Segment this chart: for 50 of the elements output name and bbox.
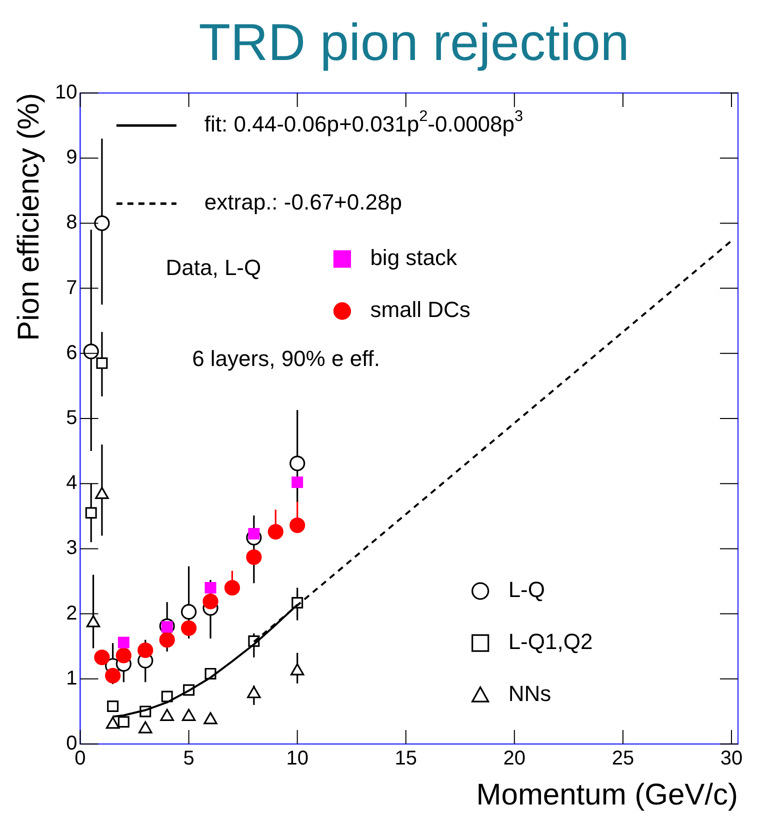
legend-label: extrap.: -0.67+0.28p xyxy=(204,190,402,215)
point xyxy=(105,668,121,684)
point xyxy=(118,636,130,648)
point xyxy=(159,632,175,648)
x-tick-label: 5 xyxy=(183,748,194,770)
point xyxy=(290,517,306,534)
legend-label: big stack xyxy=(370,245,458,270)
point xyxy=(116,648,132,664)
point xyxy=(180,620,197,636)
y-tick-label: 3 xyxy=(66,537,78,560)
chart-title: TRD pion rejection xyxy=(198,13,630,74)
y-axis-title: Pion efficiency (%) xyxy=(12,93,46,341)
y-tick-label: 2 xyxy=(66,602,78,624)
y-tick-label: 8 xyxy=(66,212,78,234)
y-tick-label: 9 xyxy=(66,146,78,169)
legend-label: small DCs xyxy=(370,297,470,322)
point xyxy=(94,215,110,231)
point xyxy=(292,476,304,488)
y-tick-label: 1 xyxy=(66,667,78,690)
y-tick-label: 6 xyxy=(66,342,78,364)
y-tick-label: 5 xyxy=(66,407,78,430)
point xyxy=(204,582,216,594)
point xyxy=(85,507,97,519)
point xyxy=(118,716,130,728)
x-axis-title: Momentum (GeV/c) xyxy=(476,778,738,812)
point xyxy=(96,357,108,369)
point xyxy=(138,642,154,658)
x-tick-label: 15 xyxy=(394,748,417,770)
y-tick-label: 10 xyxy=(54,82,78,104)
point xyxy=(107,700,119,712)
point xyxy=(94,650,110,666)
annotation: Data, L-Q xyxy=(166,254,262,280)
legend-label: NNs xyxy=(508,681,552,706)
point xyxy=(224,580,240,596)
point xyxy=(268,524,284,540)
point xyxy=(290,456,306,472)
point xyxy=(161,690,173,702)
legend-label: L-Q1,Q2 xyxy=(508,629,593,654)
x-tick-label: 30 xyxy=(720,748,743,770)
x-tick-label: 20 xyxy=(503,748,526,770)
point xyxy=(246,549,262,565)
point xyxy=(83,344,99,360)
y-tick-label: 7 xyxy=(66,276,78,299)
x-tick-label: 25 xyxy=(612,748,634,770)
legend-label: L-Q xyxy=(508,577,546,602)
x-tick-label: 10 xyxy=(286,748,308,770)
y-tick-label: 4 xyxy=(66,472,78,494)
point xyxy=(180,604,197,620)
annotation: 6 layers, 90% e eff. xyxy=(192,346,380,371)
point xyxy=(202,594,218,610)
